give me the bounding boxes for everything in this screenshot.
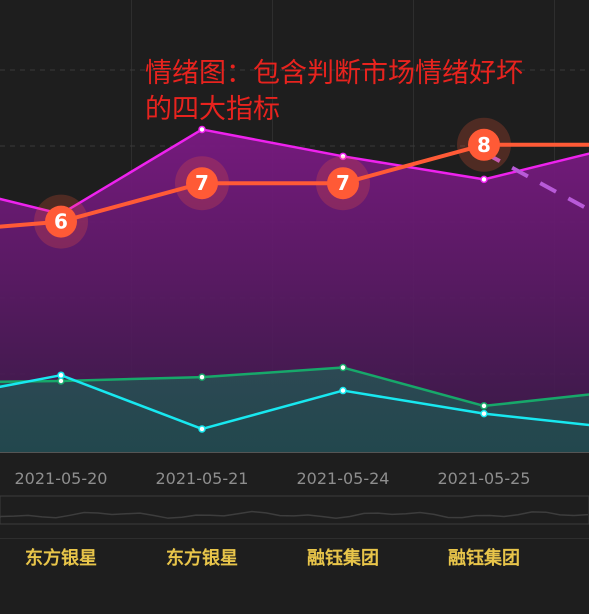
stock-label: 融钰集团	[448, 547, 520, 569]
bubble-label: 7	[336, 171, 350, 195]
series-3-point	[198, 373, 206, 381]
series-line-3	[0, 366, 589, 408]
bubble-label: 8	[477, 133, 491, 157]
series-line-1	[0, 142, 589, 229]
bubble-label: 6	[54, 210, 68, 234]
series-area-0	[0, 129, 589, 452]
bubble-point	[468, 128, 500, 161]
series-line-4	[0, 373, 589, 431]
bubble-label: 7	[195, 171, 209, 195]
x-tick-label: 2021-05-20	[15, 469, 108, 488]
stock-label: 东方银星	[25, 547, 97, 569]
x-tick-label: 2021-05-25	[438, 469, 531, 488]
series-4-point	[480, 409, 488, 418]
annotation-line-1: 情绪图：包含判断市场情绪好坏	[145, 58, 523, 89]
series-area-3	[0, 367, 589, 452]
series-4-point	[57, 371, 65, 379]
series-3-point	[339, 363, 347, 372]
chart-annotation: 情绪图：包含判断市场情绪好坏 的四大指标	[145, 56, 575, 128]
series-line-2	[483, 150, 589, 212]
zoom-slider[interactable]	[0, 495, 589, 539]
stock-label: 东方银星	[166, 547, 238, 569]
series-0-point	[198, 125, 206, 134]
series-line-0	[0, 128, 589, 216]
series-4-point	[198, 425, 206, 433]
annotation-line-2: 的四大指标	[145, 94, 280, 125]
stock-label: 融钰集团	[307, 547, 379, 569]
zoom-preview-line	[0, 510, 589, 519]
bubble-point	[186, 167, 218, 200]
series-4-point	[339, 386, 347, 395]
series-0-point	[339, 152, 347, 161]
series-3-point	[480, 402, 488, 410]
bubble-point	[327, 167, 359, 200]
series-0-point	[480, 175, 488, 184]
bubble-point	[45, 205, 77, 238]
x-tick-label: 2021-05-21	[156, 469, 249, 488]
zoom-track	[0, 495, 589, 525]
x-tick-label: 2021-05-24	[297, 469, 390, 488]
axis-band	[0, 452, 589, 614]
